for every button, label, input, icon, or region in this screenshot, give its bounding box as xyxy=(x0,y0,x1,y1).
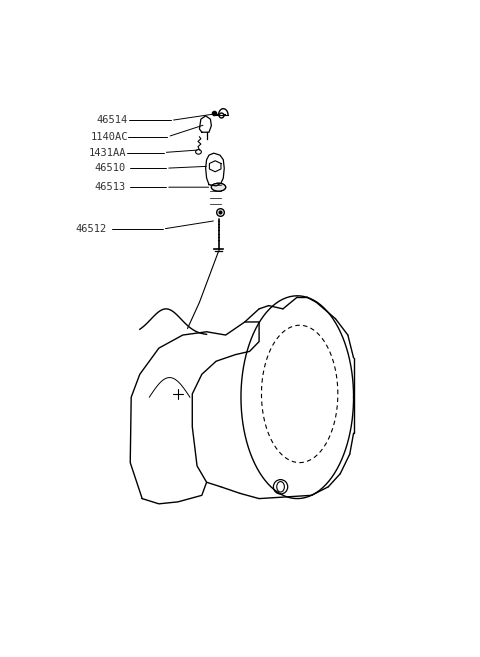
Text: 46510: 46510 xyxy=(95,163,126,173)
Text: 46513: 46513 xyxy=(95,182,126,193)
Text: 46512: 46512 xyxy=(75,224,107,234)
Text: 46514: 46514 xyxy=(97,116,128,125)
Text: 1140AC: 1140AC xyxy=(91,132,129,142)
Text: 1431AA: 1431AA xyxy=(89,148,126,158)
Ellipse shape xyxy=(211,183,226,191)
